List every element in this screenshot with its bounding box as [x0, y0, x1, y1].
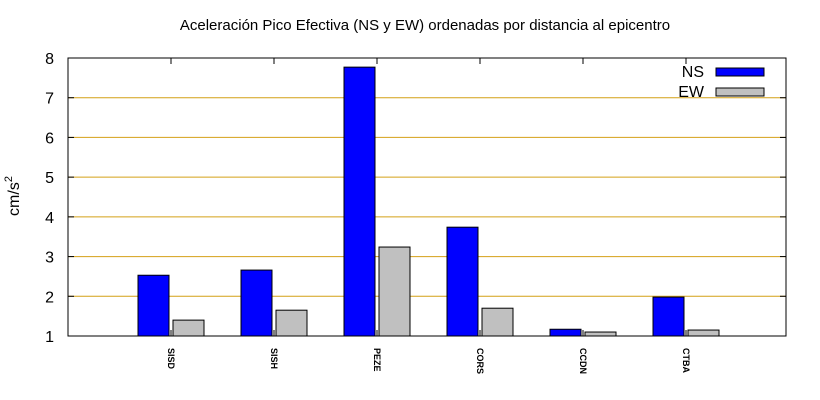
y-tick-label: 2: [45, 289, 54, 306]
y-tick-label: 1: [45, 329, 54, 346]
bar-ew-ctba: [687, 329, 720, 337]
legend-label-ns: NS: [682, 64, 704, 81]
chart-title: Aceleración Pico Efectiva (NS y EW) orde…: [180, 17, 670, 34]
y-tick-label: 7: [45, 91, 54, 108]
bar-ew-cors: [481, 307, 514, 337]
bar-ew-peze: [378, 246, 411, 337]
y-tick-label: 3: [45, 250, 54, 267]
x-tick-label: CORS: [475, 348, 485, 374]
legend: NS EW: [678, 64, 765, 101]
legend-swatch-ns: [715, 67, 765, 77]
x-tick-label: SISD: [166, 348, 176, 370]
legend-label-ew: EW: [678, 84, 705, 101]
y-axis-label-unit: cm/s: [6, 182, 23, 216]
bar-ew-ccdn: [584, 331, 617, 337]
x-axis-ticks: SISD SISH PEZE CORS CCDN CTBA: [166, 58, 691, 374]
y-axis-label-exponent: 2: [3, 176, 15, 182]
bar-ns-sish: [240, 269, 273, 337]
bar-ns-ctba: [652, 296, 685, 337]
grid-lines: [68, 97, 786, 297]
bars: [137, 66, 720, 337]
y-axis-label: cm/s2: [3, 176, 23, 216]
x-tick-label: CCDN: [578, 348, 588, 374]
y-tick-label: 8: [45, 51, 54, 68]
bar-ew-sisd: [172, 319, 205, 337]
bar-ns-cors: [446, 226, 479, 337]
y-axis-ticks: 1 2 3 4 5 6 7 8: [45, 51, 786, 346]
bar-ew-sish: [275, 309, 308, 337]
x-tick-label: PEZE: [372, 348, 382, 372]
bar-ns-peze: [343, 66, 376, 337]
y-tick-label: 6: [45, 130, 54, 147]
y-tick-label: 4: [45, 210, 54, 227]
y-tick-label: 5: [45, 170, 54, 187]
bar-ns-sisd: [137, 274, 170, 337]
x-tick-label: SISH: [269, 348, 279, 369]
x-tick-label: CTBA: [681, 348, 691, 373]
bar-ns-ccdn: [549, 328, 582, 337]
legend-swatch-ew: [715, 87, 765, 97]
plot-frame: [67, 57, 787, 337]
